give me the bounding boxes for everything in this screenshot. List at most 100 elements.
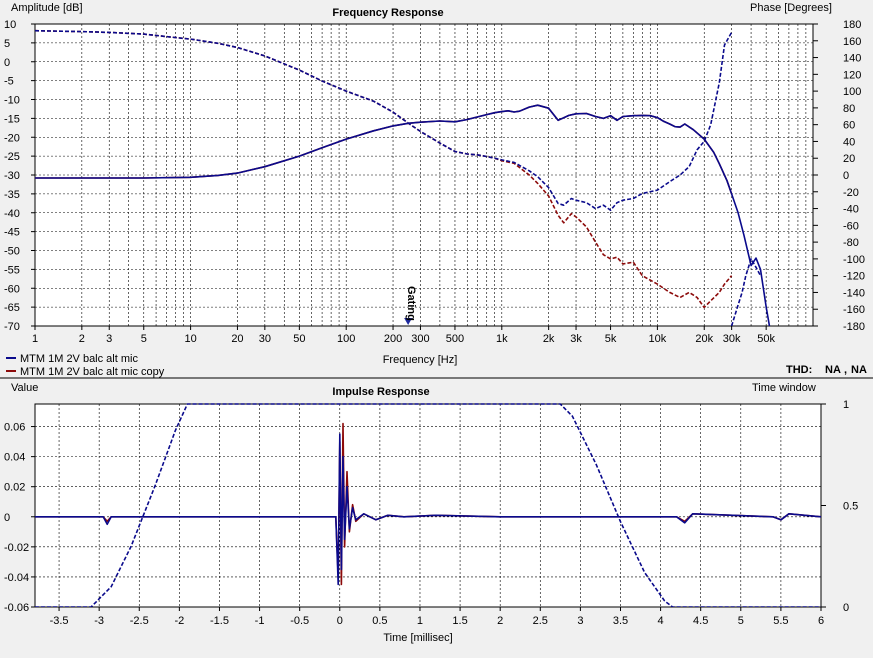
impulse-series-line <box>35 403 821 607</box>
freq-y2-tick-label: 20 <box>843 153 855 165</box>
impulse-x-tick-label: 1 <box>417 615 423 627</box>
freq-y-tick-label: 10 <box>4 19 16 31</box>
freq-x-ticks: 1 2 3 5 10 20 30 50 100 200 300 500 1k 2k 3k 5k 10k 20k 30… <box>32 326 776 345</box>
freq-y2-tick-label: 0 <box>843 170 849 182</box>
impulse-plot-area <box>34 403 822 608</box>
freq-y-tick-label: -55 <box>4 264 20 276</box>
freq-x-tick-label: 3 <box>106 333 112 345</box>
impulse-x-tick-label: 0 <box>337 615 343 627</box>
freq-y-tick-label: -40 <box>4 208 20 220</box>
freq-y2-tick-label: 140 <box>843 53 861 65</box>
impulse-y-ticks: 0.06 0.04 0.02 0 -0.02 -0.04 -0.06 <box>4 422 35 614</box>
impulse-x-tick-label: -2.5 <box>130 615 149 627</box>
impulse-x-tick-label: 5 <box>738 615 744 627</box>
impulse-y-tick-label: -0.06 <box>4 602 29 614</box>
impulse-y2-tick-label: 1 <box>843 399 849 411</box>
impulse-series <box>35 403 821 607</box>
freq-y2-tick-label: -20 <box>843 187 859 199</box>
freq-y2-tick-label: 40 <box>843 136 855 148</box>
impulse-x-tick-label: 1.5 <box>452 615 467 627</box>
freq-y2-tick-label: -180 <box>843 321 865 333</box>
impulse-x-tick-label: 4 <box>658 615 664 627</box>
impulse-x-tick-label: 5.5 <box>773 615 788 627</box>
freq-y-tick-label: -45 <box>4 227 20 239</box>
freq-y-tick-label: -15 <box>4 113 20 125</box>
impulse-x-tick-label: -2 <box>174 615 184 627</box>
impulse-title: Impulse Response <box>332 386 429 398</box>
freq-y-tick-label: -20 <box>4 132 20 144</box>
freq-x-tick-label: 20k <box>695 333 713 345</box>
impulse-x-tick-label: 0.5 <box>372 615 387 627</box>
impulse-x-tick-label: 3 <box>577 615 583 627</box>
freq-y2-tick-label: 160 <box>843 36 861 48</box>
freq-panel: Frequency Response Amplitude [dB] Phase … <box>4 2 867 378</box>
freq-y-tick-label: -5 <box>4 76 14 88</box>
freq-series <box>35 29 771 326</box>
impulse-y-tick-label: 0.06 <box>4 422 25 434</box>
freq-x-tick-label: 30 <box>259 333 271 345</box>
freq-x-tick-label: 10 <box>184 333 196 345</box>
impulse-x-tick-label: -0.5 <box>290 615 309 627</box>
freq-y-tick-label: -60 <box>4 283 20 295</box>
impulse-x-tick-label: 4.5 <box>693 615 708 627</box>
freq-y2-tick-label: -140 <box>843 287 865 299</box>
freq-y-tick-label: 0 <box>4 57 10 69</box>
freq-series-line <box>35 29 733 211</box>
thd-comma: , <box>844 364 847 376</box>
impulse-x-tick-label: -3.5 <box>50 615 69 627</box>
freq-series-group <box>35 29 771 326</box>
freq-y2label: Phase [Degrees] <box>750 2 832 14</box>
freq-y2-tick-label: 100 <box>843 86 861 98</box>
freq-y-tick-label: -65 <box>4 302 20 314</box>
impulse-grid <box>35 404 822 607</box>
impulse-x-tick-label: 3.5 <box>613 615 628 627</box>
freq-y2-tick-label: 120 <box>843 69 861 81</box>
freq-x-tick-label: 2 <box>79 333 85 345</box>
freq-x-tick-label: 10k <box>649 333 667 345</box>
impulse-y-tick-label: 0 <box>4 512 10 524</box>
impulse-y2label: Time window <box>752 382 816 394</box>
impulse-x-ticks: -3.5 -3 -2.5 -2 -1.5 -1 -0.5 0 0.5 1 1.5 2 2.5 3 3.5 4 4… <box>50 607 824 627</box>
legend-entry-2: MTM 1M 2V balc alt mic copy <box>20 366 165 378</box>
impulse-x-tick-label: 2 <box>497 615 503 627</box>
impulse-ylabel: Value <box>11 382 38 394</box>
freq-y2-tick-label: -80 <box>843 237 859 249</box>
thd-label: THD: <box>786 364 812 376</box>
freq-x-tick-label: 300 <box>411 333 429 345</box>
impulse-y2-tick-label: 0.5 <box>843 501 858 513</box>
impulse-y2-tick-label: 0 <box>843 602 849 614</box>
freq-y-tick-label: 5 <box>4 38 10 50</box>
freq-y2-tick-label: -120 <box>843 271 865 283</box>
freq-y-tick-label: -35 <box>4 189 20 201</box>
impulse-y-tick-label: 0.04 <box>4 452 25 464</box>
freq-y2-tick-label: -160 <box>843 304 865 316</box>
freq-xlabel: Frequency [Hz] <box>383 354 458 366</box>
legend-entry-1: MTM 1M 2V balc alt mic <box>20 353 138 365</box>
freq-y2-tick-label: -60 <box>843 220 859 232</box>
gating-marker[interactable]: Gating <box>404 286 417 325</box>
freq-title: Frequency Response <box>332 7 443 19</box>
impulse-x-tick-label: 6 <box>818 615 824 627</box>
freq-y2-tick-label: -100 <box>843 254 865 266</box>
freq-y-tick-label: -70 <box>4 321 20 333</box>
freq-y2-tick-label: 80 <box>843 103 855 115</box>
thd-value-2: NA <box>851 364 867 376</box>
impulse-series-line <box>35 433 821 586</box>
legend: MTM 1M 2V balc alt mic MTM 1M 2V balc al… <box>6 353 165 378</box>
freq-grid <box>35 24 813 326</box>
freq-x-tick-label: 5k <box>605 333 617 345</box>
freq-x-tick-label: 500 <box>446 333 464 345</box>
freq-y-ticks: 10 5 0 -5 -10 -15 -20 -25 -30 -35 -40 -45 -50 -55 -60 -… <box>4 19 35 333</box>
freq-y2-tick-label: 60 <box>843 120 855 132</box>
freq-series-line <box>730 258 762 326</box>
impulse-y-tick-label: 0.02 <box>4 482 25 494</box>
freq-y2-tick-label: 180 <box>843 19 861 31</box>
impulse-xlabel: Time [millisec] <box>383 632 452 644</box>
freq-x-tick-label: 50k <box>757 333 775 345</box>
gating-label: Gating <box>405 286 417 321</box>
freq-x-tick-label: 50 <box>293 333 305 345</box>
impulse-x-tick-label: -1.5 <box>210 615 229 627</box>
freq-ylabel: Amplitude [dB] <box>11 2 83 14</box>
